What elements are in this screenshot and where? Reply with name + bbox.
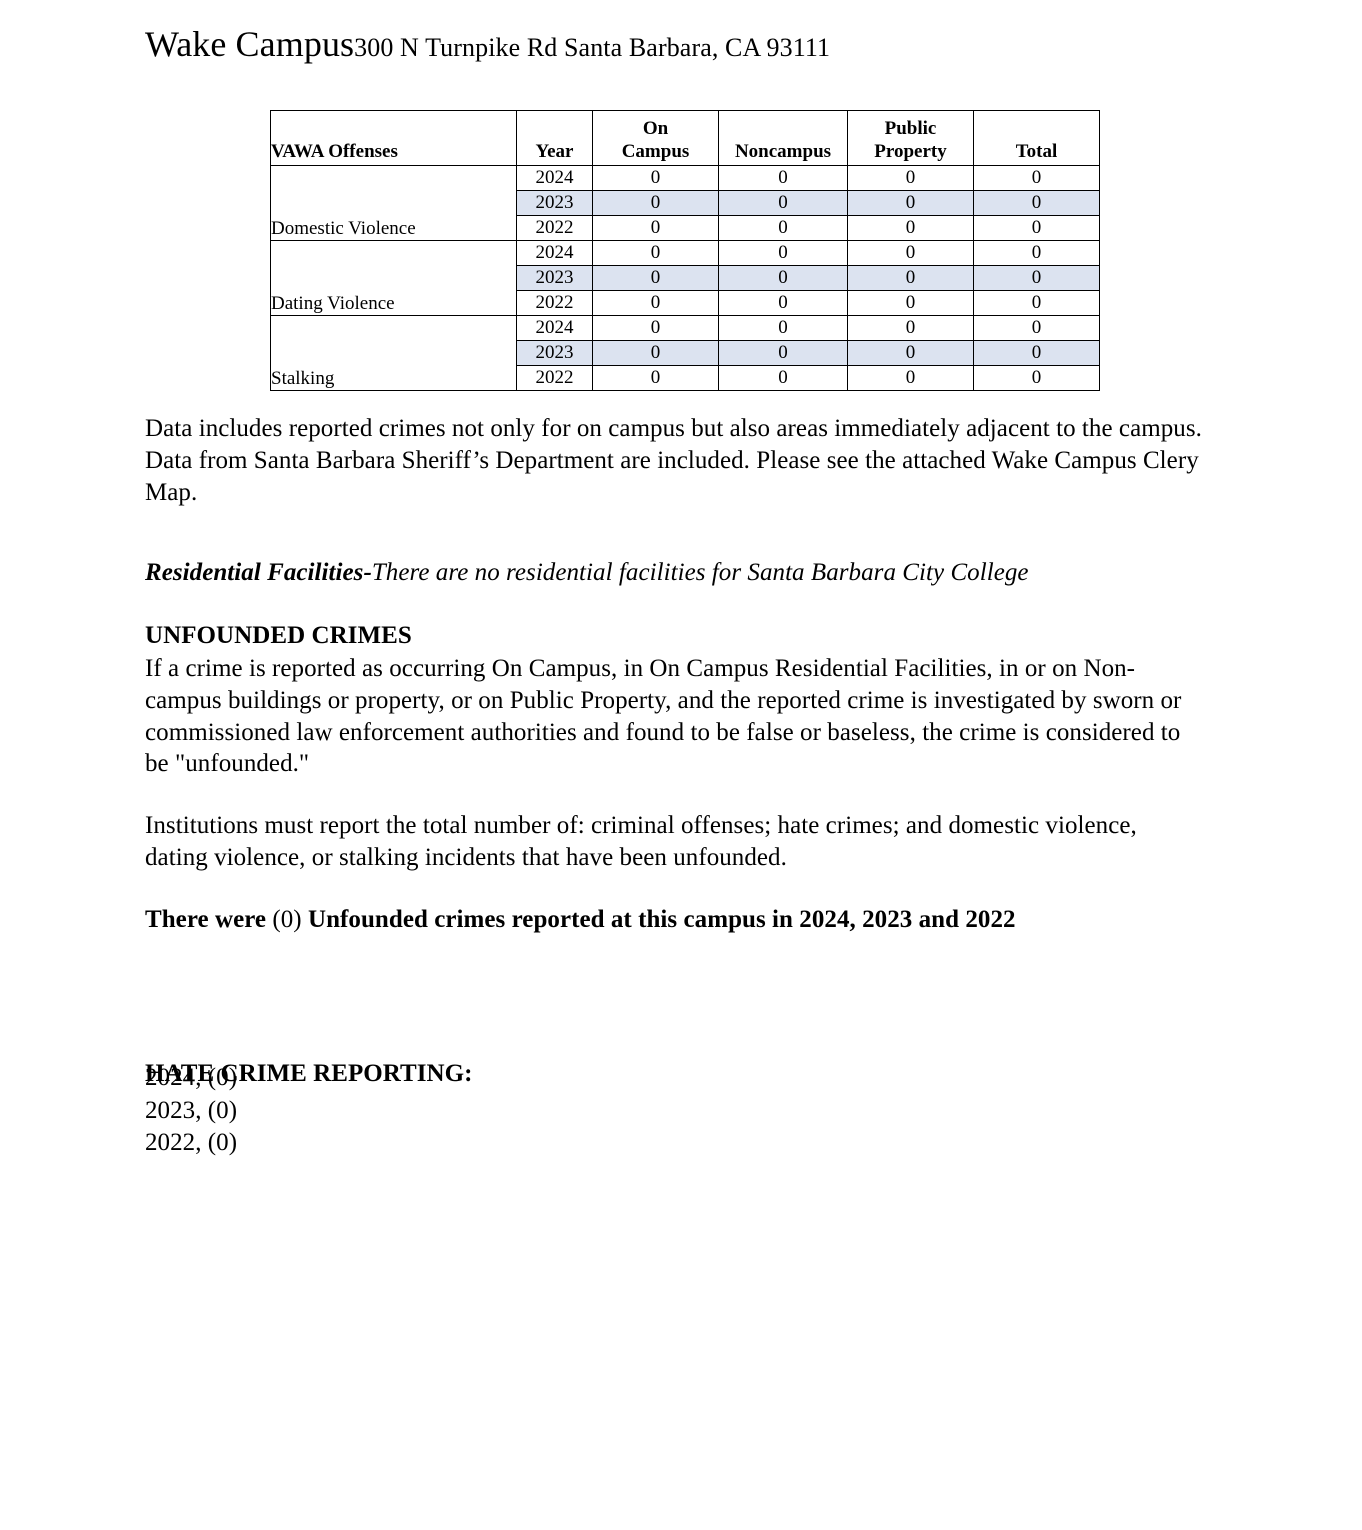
- table-row: Dating Violence 2024 0 0 0 0: [270, 240, 1100, 316]
- noncampus-cell: 0: [718, 215, 848, 241]
- public-property-cell: 0: [847, 340, 974, 366]
- on-campus-cell: 0: [592, 240, 719, 266]
- year-cell: 2023: [516, 190, 593, 216]
- on-campus-cell: 0: [592, 265, 719, 291]
- noncampus-cell: 0: [718, 340, 848, 366]
- table-row: Domestic Violence 2024 0 0 0 0: [270, 165, 1100, 241]
- total-cell: 0: [973, 190, 1100, 216]
- column-header-on-campus-line1: On: [642, 118, 669, 140]
- total-cell: 0: [973, 240, 1100, 266]
- noncampus-cell: 0: [718, 240, 848, 266]
- hate-crime-year-row: 2022, (0): [145, 1129, 238, 1156]
- page-title: Wake Campus300 N Turnpike Rd Santa Barba…: [145, 26, 830, 62]
- campus-name: Wake Campus: [145, 24, 355, 64]
- year-cell: 2024: [516, 240, 593, 266]
- noncampus-cell: 0: [718, 290, 848, 316]
- table-row: 2023 0 0 0 0: [271, 340, 1100, 366]
- column-header-on-campus-line2: Campus: [621, 140, 690, 162]
- hate-crime-year-row: 2024, (0): [145, 1064, 238, 1091]
- year-cell: 2022: [516, 290, 593, 316]
- column-header-noncampus: Noncampus: [718, 110, 848, 166]
- residential-facilities-text: There are no residential facilities for …: [371, 559, 1029, 586]
- table-header-row: VAWA Offenses Year On Campus Noncampus P…: [270, 110, 1100, 166]
- residential-facilities-label: Residential Facilities-: [145, 559, 372, 586]
- total-cell: 0: [973, 365, 1100, 391]
- column-header-offense: VAWA Offenses: [270, 110, 517, 166]
- noncampus-cell: 0: [718, 365, 848, 391]
- on-campus-cell: 0: [592, 365, 719, 391]
- public-property-cell: 0: [847, 165, 974, 191]
- data-note-paragraph: Data includes reported crimes not only f…: [145, 415, 1202, 506]
- unfounded-count-prefix: There were: [145, 906, 273, 933]
- institutions-report-paragraph: Institutions must report the total numbe…: [145, 812, 1137, 871]
- vawa-offenses-table-container: VAWA Offenses Year On Campus Noncampus P…: [270, 110, 1100, 391]
- hate-crime-year-row: 2023, (0): [145, 1096, 238, 1124]
- on-campus-cell: 0: [592, 190, 719, 216]
- hate-crime-reporting-heading: HATE CRIME REPORTING:: [145, 1060, 473, 1087]
- on-campus-cell: 0: [592, 315, 719, 341]
- year-cell: 2022: [516, 365, 593, 391]
- public-property-cell: 0: [847, 365, 974, 391]
- column-header-public-property-line2: Property: [874, 140, 947, 162]
- total-cell: 0: [973, 165, 1100, 191]
- noncampus-cell: 0: [718, 265, 848, 291]
- public-property-cell: 0: [847, 290, 974, 316]
- public-property-cell: 0: [847, 315, 974, 341]
- column-header-on-campus: On Campus: [592, 110, 719, 166]
- table-row: 2022 0 0 0 0: [271, 290, 1100, 316]
- noncampus-cell: 0: [718, 190, 848, 216]
- total-cell: 0: [973, 290, 1100, 316]
- noncampus-cell: 0: [718, 315, 848, 341]
- offense-name-cell: Dating Violence: [270, 240, 517, 316]
- residential-facilities-note: Residential Facilities-There are no resi…: [145, 557, 1225, 589]
- table-row: 2022 0 0 0 0: [271, 365, 1100, 391]
- total-cell: 0: [973, 215, 1100, 241]
- unfounded-count-suffix: Unfounded crimes reported at this campus…: [301, 906, 1016, 933]
- vawa-offenses-table: VAWA Offenses Year On Campus Noncampus P…: [270, 110, 1100, 391]
- table-row: 2022 0 0 0 0: [271, 215, 1100, 241]
- campus-address: 300 N Turnpike Rd Santa Barbara, CA 9311…: [354, 33, 831, 62]
- total-cell: 0: [973, 315, 1100, 341]
- on-campus-cell: 0: [592, 290, 719, 316]
- year-cell: 2023: [516, 340, 593, 366]
- unfounded-count-value: (0): [272, 906, 302, 933]
- table-body: Domestic Violence 2024 0 0 0 0 2023 0 0 0 0 2022 0 0 0…: [270, 165, 1100, 391]
- public-property-cell: 0: [847, 265, 974, 291]
- column-header-total: Total: [973, 110, 1100, 166]
- hate-crime-reporting-list: 2024, (0) 2023, (0) 2022, (0): [145, 1062, 237, 1160]
- offense-name-cell: Domestic Violence: [270, 165, 517, 241]
- year-cell: 2024: [516, 315, 593, 341]
- public-property-cell: 0: [847, 215, 974, 241]
- unfounded-crimes-paragraph: If a crime is reported as occurring On C…: [145, 655, 1182, 778]
- unfounded-count-statement: There were (0) Unfounded crimes reported…: [145, 904, 1016, 936]
- unfounded-crimes-heading: UNFOUNDED CRIMES: [145, 622, 412, 649]
- on-campus-cell: 0: [592, 340, 719, 366]
- public-property-cell: 0: [847, 190, 974, 216]
- table-header: VAWA Offenses Year On Campus Noncampus P…: [270, 110, 1100, 166]
- column-header-year: Year: [516, 110, 593, 166]
- on-campus-cell: 0: [592, 165, 719, 191]
- year-cell: 2023: [516, 265, 593, 291]
- column-header-public-property-line1: Public: [884, 118, 937, 140]
- offense-name-cell: Stalking: [270, 315, 517, 391]
- on-campus-cell: 0: [592, 215, 719, 241]
- total-cell: 0: [973, 340, 1100, 366]
- public-property-cell: 0: [847, 240, 974, 266]
- year-cell: 2022: [516, 215, 593, 241]
- total-cell: 0: [973, 265, 1100, 291]
- table-row: Stalking 2024 0 0 0 0: [270, 315, 1100, 391]
- year-cell: 2024: [516, 165, 593, 191]
- column-header-public-property: Public Property: [847, 110, 974, 166]
- noncampus-cell: 0: [718, 165, 848, 191]
